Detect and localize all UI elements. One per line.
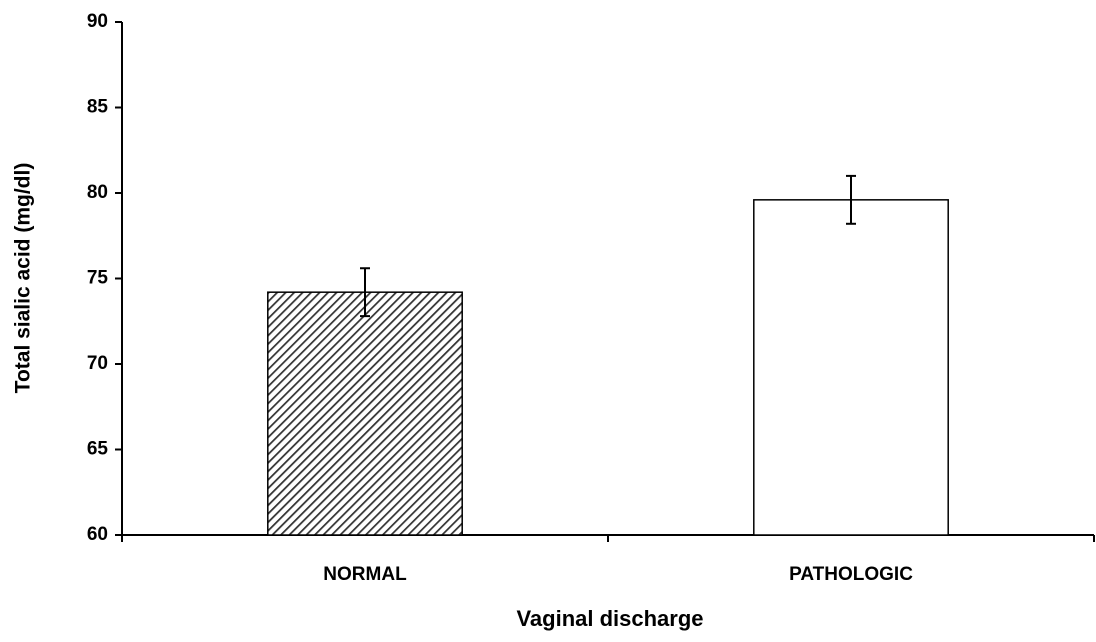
y-tick-label: 85 xyxy=(87,97,109,118)
y-tick-label: 60 xyxy=(87,524,108,545)
x-tick-label: NORMAL xyxy=(323,564,407,585)
bar xyxy=(753,199,949,536)
x-axis-title: Vaginal discharge xyxy=(516,606,703,631)
y-tick-label: 65 xyxy=(87,439,109,460)
y-tick-label: 90 xyxy=(87,11,108,32)
y-tick-label: 75 xyxy=(87,268,109,289)
bar xyxy=(267,291,463,536)
y-tick-label: 70 xyxy=(87,353,108,374)
y-axis-title: Total sialic acid (mg/dl) xyxy=(12,163,35,394)
y-tick-label: 80 xyxy=(87,182,108,203)
x-tick-label: PATHOLOGIC xyxy=(789,564,913,585)
